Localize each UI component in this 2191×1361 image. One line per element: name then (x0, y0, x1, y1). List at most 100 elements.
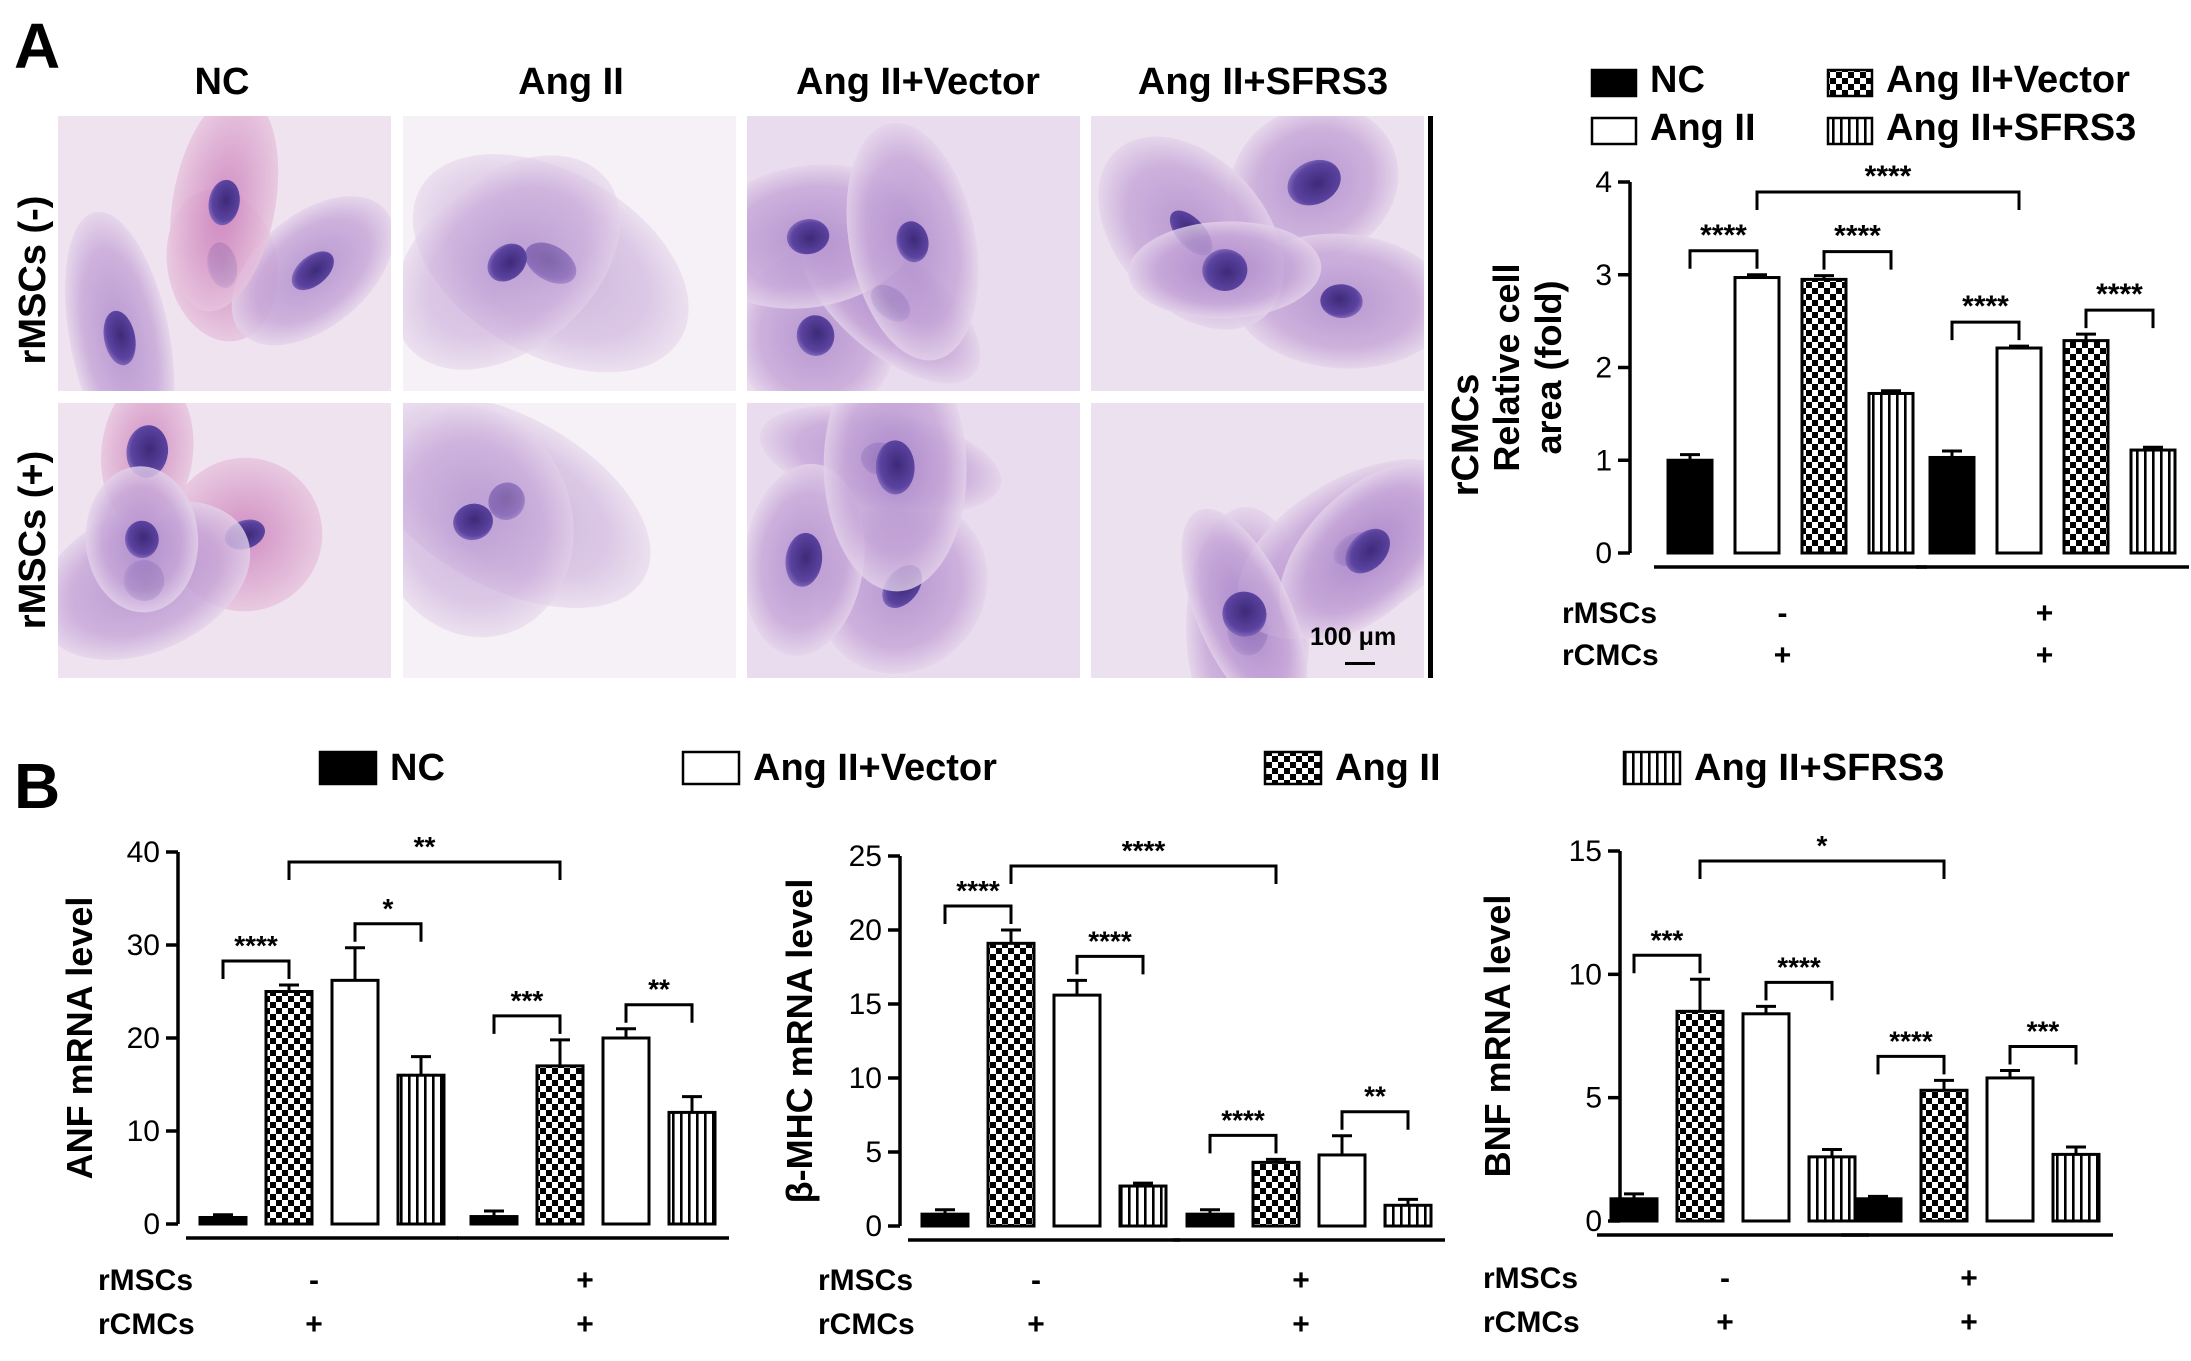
group-row-label: rCMCs (1483, 1306, 1580, 1339)
micrograph-r2-c2 (403, 403, 736, 678)
group-row-label: rCMCs (98, 1308, 195, 1341)
group-sign: - (1031, 1264, 1041, 1297)
group-sign: + (1774, 639, 1792, 672)
scale-bar-label: 100 μm (1310, 623, 1396, 651)
cell-nucleus (487, 243, 527, 282)
y-tick-label: 0 (1585, 1205, 1602, 1238)
group-sign: + (1027, 1308, 1045, 1341)
bar (469, 1215, 519, 1226)
significance-label: * (383, 893, 394, 924)
group-sign: + (305, 1308, 323, 1341)
bar (1741, 1012, 1791, 1223)
cell-nucleus (1320, 284, 1363, 319)
charts: 0 1 2 3 4 Relative cell area (fold) rMSCs - + rCMC… (59, 160, 2189, 1341)
micrograph-column-headers: NC Ang II Ang II+Vector Ang II+SFRS3 (195, 61, 1389, 103)
bar (330, 978, 380, 1226)
bar (535, 1064, 585, 1226)
legend-item-nc: NC (318, 747, 445, 789)
legend-mrna-charts: NC Ang II+Vector Ang II Ang II+SFRS3 (318, 747, 1944, 789)
cell-nucleus (1287, 159, 1341, 206)
column-header-nc: NC (195, 61, 250, 103)
y-tick-label: 5 (1585, 1082, 1602, 1115)
significance-label: **** (1834, 220, 1881, 253)
y-axis-label: ANF mRNA level (59, 897, 100, 1180)
y-tick-label: 15 (1569, 835, 1602, 868)
legend-area-chart: NC Ang II Ang II+Vector Ang II+SFRS3 (1590, 59, 2136, 149)
row-label-rmscs-plus: rMSCs (+) (12, 451, 54, 629)
significance-bracket (1340, 1110, 1410, 1130)
bar (1251, 1160, 1301, 1228)
y-tick-label: 0 (865, 1210, 882, 1243)
legend-item-ang-ii: Ang II (1590, 107, 1756, 149)
y-tick-label: 10 (1569, 958, 1602, 991)
significance-label: * (1817, 830, 1828, 861)
y-axis-label-line: Relative cell (1486, 263, 1527, 471)
bar (1733, 276, 1781, 555)
cell-nucleus (1222, 591, 1267, 637)
group-sign: + (1960, 1306, 1978, 1339)
bar (920, 1212, 970, 1228)
legend-item-ang-ii-vector: Ang II+Vector (681, 747, 997, 789)
group-sign: + (576, 1264, 594, 1297)
cell-nucleus (896, 221, 929, 263)
significance-bracket (492, 1014, 562, 1034)
y-tick-label: 15 (849, 988, 882, 1021)
legend-item-ang-ii-sfrs3: Ang II+SFRS3 (1622, 747, 1944, 789)
group-row-label: rMSCs (1562, 597, 1657, 630)
significance-label: ** (414, 831, 436, 862)
significance-bracket (221, 959, 291, 979)
y-tick-label: 20 (127, 1022, 160, 1055)
legend-item-ang-ii-vector: Ang II+Vector (1826, 59, 2130, 101)
bar (1853, 1197, 1903, 1223)
legend-swatch (681, 750, 741, 786)
significance-bracket (1950, 320, 2021, 341)
panel-b-letter: B (14, 750, 60, 822)
significance-bracket (1755, 190, 2021, 210)
cell-nucleus (208, 179, 240, 226)
bar (2062, 339, 2110, 555)
legend-item-nc: NC (1590, 59, 1705, 101)
bar (1800, 277, 1848, 555)
y-tick-label: 1 (1595, 444, 1612, 477)
significance-bracket (1009, 864, 1278, 884)
micrograph-r2-c4 (1091, 403, 1424, 678)
group-sign: - (309, 1264, 319, 1297)
group-sign: + (2036, 639, 2054, 672)
cell-nucleus (291, 251, 334, 291)
bar (1807, 1155, 1857, 1223)
legend-label: Ang II (1650, 107, 1756, 149)
significance-bracket (1698, 859, 1946, 879)
bar (667, 1110, 717, 1226)
significance-bracket (287, 860, 562, 880)
y-axis-label-line: ANF mRNA level (59, 897, 100, 1180)
row-label-rmscs-minus: rMSCs (-) (12, 196, 54, 365)
column-header-ang-ii-vector: Ang II+Vector (796, 61, 1040, 103)
y-tick-label: 0 (143, 1208, 160, 1241)
significance-label: **** (1221, 1104, 1265, 1135)
bar (1118, 1184, 1168, 1228)
y-axis-label-line: area (fold) (1528, 280, 1569, 454)
column-header-ang-ii-sfrs3: Ang II+SFRS3 (1138, 61, 1388, 103)
bar (1675, 1009, 1725, 1223)
micrograph-r1-c3 (747, 116, 1080, 391)
significance-label: *** (1651, 924, 1684, 955)
group-row-label: rCMCs (1562, 639, 1659, 672)
legend-label: Ang II+SFRS3 (1886, 107, 2136, 149)
cell-nucleus (796, 315, 835, 356)
y-tick-label: 3 (1595, 259, 1612, 292)
column-header-ang-ii: Ang II (518, 61, 624, 103)
cell-nucleus (1202, 249, 1248, 291)
cell-nucleus (785, 532, 823, 587)
significance-label: **** (956, 875, 1000, 906)
bar (1185, 1212, 1235, 1228)
micrograph-r2-c1 (58, 403, 391, 678)
legend-swatch (1826, 68, 1874, 98)
rcmcs-side-label: rCMCs (1445, 374, 1487, 496)
significance-bracket (1632, 953, 1702, 974)
legend-swatch (1590, 116, 1638, 146)
bar (986, 941, 1036, 1228)
significance-label: **** (234, 930, 278, 961)
bar (1317, 1153, 1367, 1228)
